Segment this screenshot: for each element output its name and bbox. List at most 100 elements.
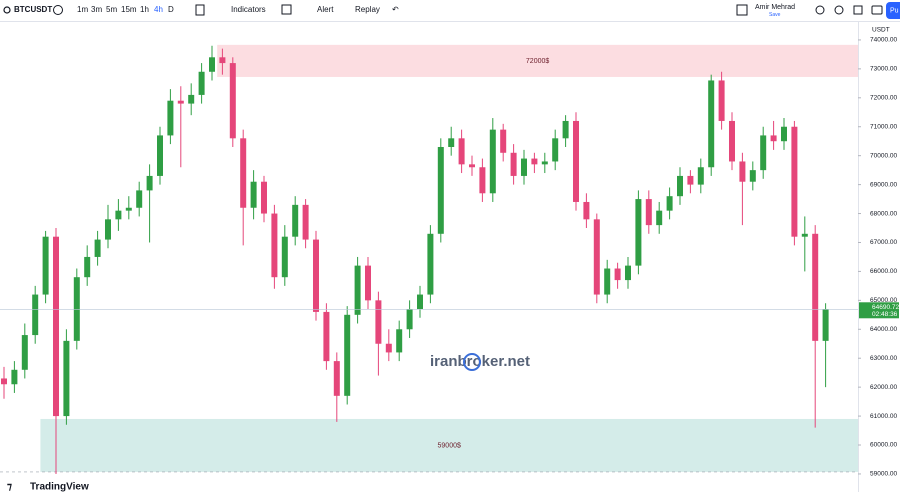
candle-body xyxy=(479,167,486,194)
add-symbol[interactable] xyxy=(53,5,63,15)
candle-body xyxy=(240,138,247,208)
interval[interactable]: 3m xyxy=(91,5,102,14)
y-tick-label: 61000.00 xyxy=(870,413,897,420)
candle-body xyxy=(666,196,673,211)
candle-body xyxy=(261,181,267,214)
candle-body xyxy=(32,294,39,336)
candle-body xyxy=(625,265,631,281)
replay-button[interactable]: Replay xyxy=(355,5,380,14)
candle-body xyxy=(313,239,319,312)
zone xyxy=(40,418,858,472)
candle-body xyxy=(354,265,361,315)
y-tick-label: 67000.00 xyxy=(870,239,897,246)
user-name[interactable]: Amir Mehrad xyxy=(755,4,795,11)
interval[interactable]: 1m xyxy=(77,5,88,14)
candle-body xyxy=(791,126,798,237)
zone xyxy=(217,44,858,77)
candle-body xyxy=(656,210,663,226)
candle-body xyxy=(177,100,184,104)
interval[interactable]: 1h xyxy=(140,5,149,14)
alert-button[interactable]: Alert xyxy=(317,5,334,14)
undo[interactable]: ↶ xyxy=(392,5,399,14)
y-tick-label: 71000.00 xyxy=(870,123,897,130)
candle-body xyxy=(281,236,288,278)
candle-body xyxy=(271,213,278,278)
chart-type-icon[interactable] xyxy=(195,4,205,16)
candle-body xyxy=(448,138,455,147)
candle-body xyxy=(146,175,153,191)
interval[interactable]: 15m xyxy=(121,5,137,14)
candle-body xyxy=(437,146,444,234)
fullscreen[interactable] xyxy=(853,5,863,15)
candle-body xyxy=(11,369,18,385)
candle-body xyxy=(229,63,236,139)
candle-body xyxy=(105,219,111,240)
candle-body xyxy=(531,158,538,165)
candle-body xyxy=(552,138,559,162)
plot: 59000.00 60000.00 61000.00 62000.00 63000.00… xyxy=(0,37,897,478)
last-price-tag xyxy=(859,302,899,319)
candle-body xyxy=(541,161,548,165)
candle-body xyxy=(812,233,819,341)
candle-body xyxy=(406,309,413,330)
candle-body xyxy=(63,340,70,417)
candle-body xyxy=(167,100,174,136)
interval-active[interactable]: 4h xyxy=(154,5,163,14)
candle-body xyxy=(583,201,590,220)
publish-button[interactable] xyxy=(886,2,900,19)
candle-body xyxy=(125,207,132,211)
candle-body xyxy=(770,135,777,142)
candle-body xyxy=(604,268,611,295)
candle-body xyxy=(417,294,423,310)
search-icon[interactable] xyxy=(3,6,11,14)
y-tick-label: 65000.00 xyxy=(870,297,897,304)
candle-body xyxy=(801,233,808,237)
candle-body xyxy=(458,138,465,165)
candle-body xyxy=(21,335,28,370)
zone-label: 59000$ xyxy=(438,442,461,449)
candle-body xyxy=(739,161,746,182)
candle-body xyxy=(760,135,767,171)
candle-body xyxy=(729,120,735,162)
symbol[interactable]: BTCUSDT xyxy=(14,5,52,14)
interval[interactable]: 5m xyxy=(106,5,117,14)
candle-body xyxy=(562,120,569,139)
candle-body xyxy=(469,164,475,168)
y-tick-label: 74000.00 xyxy=(870,37,897,44)
candle-body xyxy=(687,175,694,185)
candle-body xyxy=(365,265,371,301)
candle-body xyxy=(385,343,392,353)
snapshot[interactable] xyxy=(871,5,883,15)
quick-search[interactable] xyxy=(815,5,825,15)
countdown: 02:48:36 xyxy=(872,311,898,318)
y-tick-label: 73000.00 xyxy=(870,66,897,73)
publish-label[interactable]: Pu xyxy=(890,7,899,14)
brand: TradingView xyxy=(30,482,89,492)
candle-body xyxy=(198,71,205,95)
candle-body xyxy=(749,170,756,182)
y-tick-label: 72000.00 xyxy=(870,95,897,102)
toolbar xyxy=(0,0,900,22)
candle-body xyxy=(157,135,163,176)
candle-body xyxy=(53,236,59,417)
candle-body xyxy=(521,158,527,176)
interval[interactable]: D xyxy=(168,5,174,14)
candle-body xyxy=(42,236,49,295)
candle-body xyxy=(645,199,652,226)
candle-body xyxy=(136,190,143,208)
candle-body xyxy=(573,120,579,202)
candle-body xyxy=(84,256,91,278)
settings[interactable] xyxy=(834,5,844,15)
candle-body xyxy=(219,57,226,64)
watermark-logo xyxy=(463,353,481,371)
candle-body xyxy=(593,219,600,295)
candle-body xyxy=(188,94,195,104)
candle-body xyxy=(822,309,829,341)
candle-body xyxy=(94,239,101,257)
indicators-button[interactable]: Indicators xyxy=(231,5,266,14)
candle-body xyxy=(323,311,330,362)
candle-body xyxy=(1,378,7,385)
avatar[interactable] xyxy=(736,4,748,16)
layout-icon[interactable] xyxy=(281,4,292,15)
